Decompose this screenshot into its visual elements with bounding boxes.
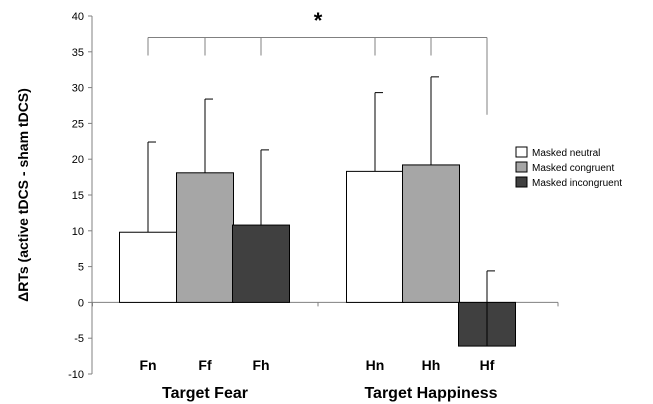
legend-label: Masked incongruent (532, 178, 622, 189)
y-tick-label: -5 (74, 333, 84, 345)
error-bars (147, 76, 495, 347)
bar-Ff (176, 172, 234, 303)
category-label-Hh: Hh (422, 357, 441, 373)
significance-star: * (314, 8, 323, 33)
y-tick-label: 20 (72, 154, 84, 166)
group-label: Target Fear (162, 385, 248, 402)
category-label-Hn: Hn (366, 357, 385, 373)
y-tick-label: 30 (72, 83, 84, 95)
axes: -10 -5 0 5 10 15 20 25 30 35 40 ΔRTs (active tDCS -… (15, 11, 559, 381)
category-label-Fn: Fn (139, 357, 156, 373)
y-tick-label: -10 (68, 369, 84, 381)
y-tick-label: 0 (78, 297, 84, 309)
bar-Hn (346, 170, 404, 303)
legend-label: Masked congruent (532, 163, 614, 174)
category-labels: Fn Ff Fh Hn Hh Hf Target Fear Target Happiness (139, 357, 497, 402)
y-tick-label: 25 (72, 118, 84, 130)
y-tick-label: 35 (72, 47, 84, 59)
legend-swatch (515, 146, 528, 158)
y-tick-label: 5 (78, 262, 84, 274)
bar-Hh (402, 164, 460, 303)
category-label-Ff: Ff (198, 357, 212, 373)
category-label-Fh: Fh (252, 357, 269, 373)
category-label-Hf: Hf (480, 357, 495, 373)
legend-label: Masked neutral (532, 148, 600, 159)
y-axis-title: ΔRTs (active tDCS - sham tDCS) (15, 88, 31, 302)
legend: Masked neutral Masked congruent Masked inc… (515, 146, 622, 189)
bars (119, 164, 516, 347)
legend-swatch (515, 176, 528, 188)
group-label: Target Happiness (364, 385, 497, 402)
y-tick-label: 40 (72, 11, 84, 23)
y-tick-label: 15 (72, 190, 84, 202)
bar-Fn (119, 231, 177, 303)
legend-swatch (515, 161, 528, 173)
y-tick-label: 10 (72, 226, 84, 238)
significance-bracket: * (147, 8, 488, 115)
bar-Fh (232, 224, 290, 303)
